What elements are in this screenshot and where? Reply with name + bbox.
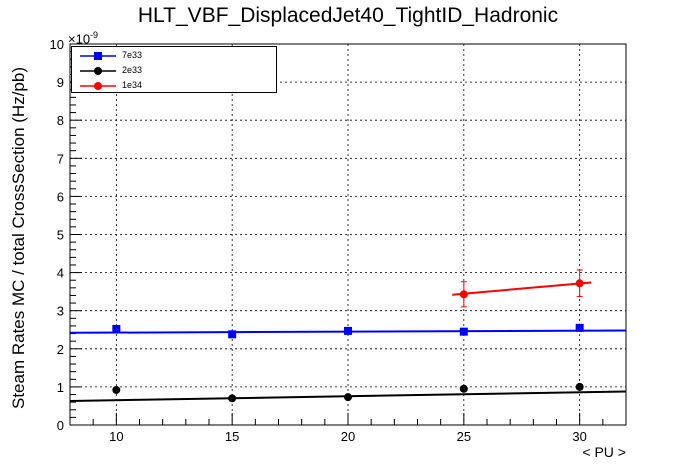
x-tick-label: 10 [109, 429, 123, 444]
y-axis-exponent-power: -9 [90, 30, 99, 40]
data-point-7e33 [344, 326, 352, 335]
legend-entry-1e34: 1e34 [78, 79, 268, 93]
y-tick-label: 6 [57, 189, 64, 204]
data-point-2e33 [112, 385, 121, 394]
data-point-2e33 [344, 393, 352, 402]
x-tick-label: 30 [572, 429, 586, 444]
y-tick-label: 8 [57, 113, 64, 128]
data-point-1e34 [459, 290, 468, 299]
data-point-2e33 [459, 384, 468, 393]
legend-marker-2e33 [80, 67, 116, 75]
legend: 7e33 2e33 1e34 [71, 46, 277, 93]
legend-marker-1e34 [80, 82, 116, 90]
y-tick-label: 9 [57, 75, 64, 90]
legend-label-7e33: 7e33 [122, 50, 143, 60]
y-axis-exponent: ×10-9 [68, 30, 98, 46]
data-point-7e33 [575, 323, 584, 332]
x-tick-label: 25 [457, 429, 471, 444]
data-point-1e34 [575, 279, 584, 288]
legend-marker-7e33 [80, 52, 116, 60]
data-point-2e33 [228, 394, 237, 403]
data-point-7e33 [112, 324, 121, 333]
y-tick-label: 7 [57, 151, 64, 166]
y-tick-label: 10 [50, 37, 64, 52]
legend-label-2e33: 2e33 [122, 65, 143, 75]
x-tick-label: 20 [341, 429, 355, 444]
y-tick-label: 4 [57, 266, 64, 281]
y-tick-label: 1 [57, 380, 64, 395]
y-tick-label: 3 [57, 304, 64, 319]
data-point-7e33 [228, 330, 237, 339]
legend-label-1e34: 1e34 [122, 80, 143, 90]
y-tick-label: 0 [57, 418, 64, 433]
fit-line-1e34 [452, 281, 592, 296]
x-tick-label: 15 [225, 429, 239, 444]
legend-entry-2e33: 2e33 [78, 64, 268, 78]
data-point-7e33 [459, 327, 468, 336]
x-axis-label: < PU > [582, 444, 626, 460]
data-point-2e33 [575, 382, 584, 391]
y-tick-label: 5 [57, 228, 64, 243]
y-axis-exponent-base: ×10 [68, 31, 91, 47]
chart-title: HLT_VBF_DisplacedJet40_TightID_Hadronic [137, 4, 559, 27]
y-tick-label: 2 [57, 342, 64, 357]
legend-entry-7e33: 7e33 [78, 49, 268, 63]
